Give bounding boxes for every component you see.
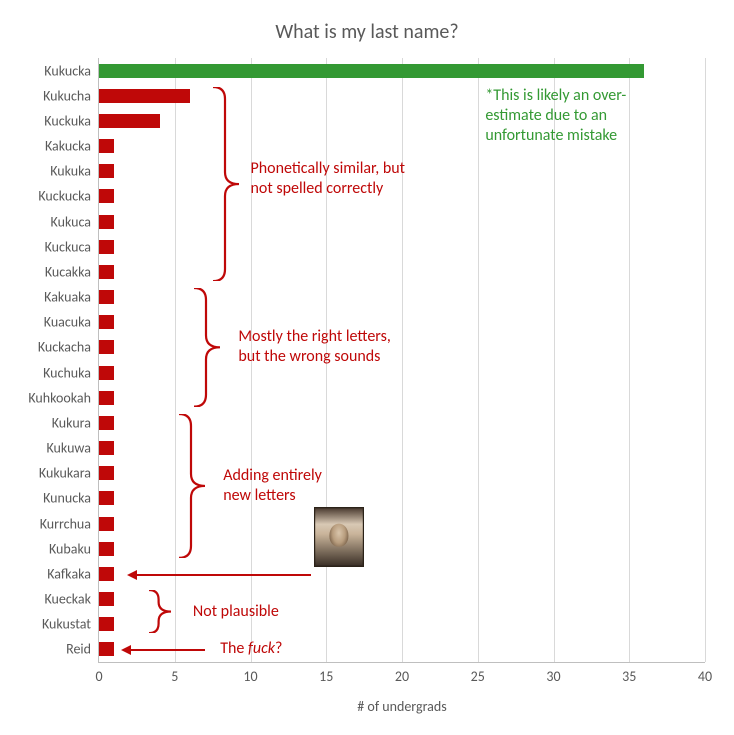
y-tick-label: Kuckucka	[38, 188, 99, 205]
bar	[99, 517, 114, 531]
arrow	[123, 649, 205, 651]
y-tick-label: Kuhkookah	[28, 389, 99, 406]
bar	[99, 290, 114, 304]
y-tick-label: Kuckuca	[45, 238, 99, 255]
arrow	[129, 574, 311, 576]
x-tick: 25	[471, 668, 485, 685]
brace	[149, 590, 173, 633]
bar-row: Kuchuka	[99, 360, 705, 385]
bar-row: Kukuca	[99, 209, 705, 234]
y-tick-label: Kukustat	[42, 616, 99, 633]
annotation-overestimate: *This is likely an over-estimate due to …	[485, 86, 626, 146]
y-tick-label: Kuckuka	[44, 112, 99, 129]
annotation-new_letters: Adding entirelynew letters	[223, 466, 322, 506]
bar	[99, 89, 190, 103]
y-tick-label: Kafkaka	[47, 565, 99, 582]
gridline	[705, 58, 706, 662]
bar	[99, 215, 114, 229]
brace	[179, 414, 207, 558]
y-tick-label: Kukuwa	[46, 440, 99, 457]
y-tick-label: Kuacuka	[44, 314, 99, 331]
bar-row: Kucakka	[99, 259, 705, 284]
y-tick-label: Kukuka	[50, 163, 99, 180]
annotation-reid: The fuck?	[220, 639, 282, 659]
annotation-phonetic: Phonetically similar, butnot spelled cor…	[251, 159, 406, 199]
arrow-head	[127, 570, 137, 580]
x-tick: 15	[319, 668, 333, 685]
bar	[99, 416, 114, 430]
arrow-head	[121, 645, 131, 655]
x-tick: 30	[546, 668, 560, 685]
x-tick: 10	[243, 668, 257, 685]
brace	[213, 87, 241, 281]
y-tick-label: Kuchuka	[43, 364, 99, 381]
chart-title: What is my last name?	[0, 20, 734, 44]
brace	[194, 288, 222, 407]
bar	[99, 617, 114, 631]
bar-row: Kuhkookah	[99, 385, 705, 410]
x-tick: 20	[395, 668, 409, 685]
bar	[99, 592, 114, 606]
bar	[99, 366, 114, 380]
y-tick-label: Kukucka	[44, 62, 99, 79]
y-tick-label: Kukukara	[39, 465, 99, 482]
x-tick: 0	[95, 668, 102, 685]
bar-row: Kukustat	[99, 612, 705, 637]
y-tick-label: Kucakka	[45, 263, 99, 280]
bar	[99, 265, 114, 279]
bar	[99, 441, 114, 455]
bar	[99, 240, 114, 254]
bar	[99, 315, 114, 329]
bar-row: Kakuaka	[99, 285, 705, 310]
bar	[99, 189, 114, 203]
x-axis-label: # of undergrads	[357, 698, 446, 715]
bar-row: Kuckacha	[99, 335, 705, 360]
y-tick-label: Reid	[66, 641, 99, 658]
bar	[99, 340, 114, 354]
annotation-not_plausible: Not plausible	[193, 602, 279, 622]
y-tick-label: Kubaku	[49, 540, 99, 557]
plot-area: # of undergrads 0510152025303540KukuckaK…	[98, 58, 705, 663]
y-tick-label: Kueckak	[45, 591, 100, 608]
bar	[99, 114, 160, 128]
y-tick-label: Kukura	[52, 414, 99, 431]
bar	[99, 391, 114, 405]
bar	[99, 542, 114, 556]
annotation-right_letters: Mostly the right letters,but the wrong s…	[238, 327, 390, 367]
x-tick: 40	[698, 668, 712, 685]
y-tick-label: Kakuaka	[44, 289, 99, 306]
y-tick-label: Kuckacha	[38, 339, 99, 356]
bar	[99, 164, 114, 178]
y-tick-label: Kurrchua	[40, 515, 99, 532]
bar-row: Kueckak	[99, 587, 705, 612]
bar	[99, 491, 114, 505]
bar	[99, 567, 114, 581]
bar	[99, 642, 114, 656]
y-tick-label: Kukuca	[51, 213, 99, 230]
y-tick-label: Kunucka	[43, 490, 99, 507]
bar-row: Kukucka	[99, 58, 705, 83]
bar-row: Kuacuka	[99, 310, 705, 335]
bar	[99, 466, 114, 480]
y-tick-label: Kukucha	[43, 87, 99, 104]
y-tick-label: Kakucka	[45, 138, 99, 155]
bar	[99, 64, 644, 78]
kafka-photo	[314, 507, 364, 567]
bar-row: Kuckuca	[99, 234, 705, 259]
x-tick: 35	[622, 668, 636, 685]
bar	[99, 139, 114, 153]
x-tick: 5	[171, 668, 178, 685]
